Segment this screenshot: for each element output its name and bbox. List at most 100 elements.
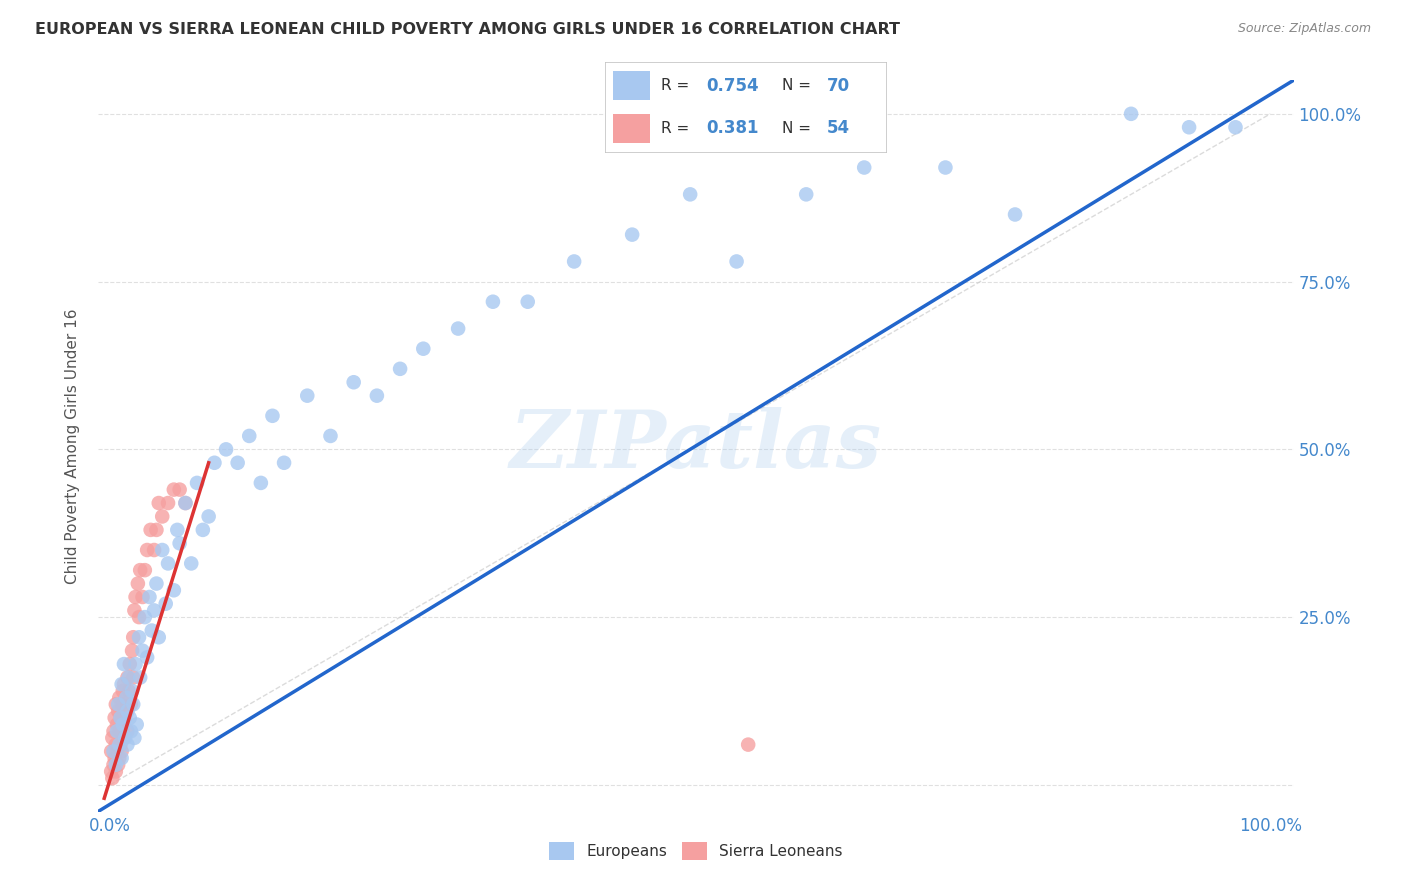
Point [134,563,156,577]
Point [139,523,162,537]
Text: 0.754: 0.754 [706,77,758,95]
Point [120,724,142,739]
Point [129,671,152,685]
Point [412,342,434,356]
Point [145,576,167,591]
Point [103,744,125,758]
Point [447,321,470,335]
Point [114,731,136,745]
Point [111,684,134,698]
Point [562,254,585,268]
Point [124,590,146,604]
Point [343,376,366,390]
Point [122,671,145,685]
Point [250,475,273,490]
Point [141,624,163,638]
Point [111,724,134,739]
Y-axis label: Child Poverty Among Girls Under 16: Child Poverty Among Girls Under 16 [65,309,80,583]
Point [148,496,170,510]
Point [366,389,388,403]
Point [112,731,135,745]
Text: 70: 70 [827,77,849,95]
Point [180,557,202,571]
Point [737,738,759,752]
Point [169,536,191,550]
Text: N =: N = [782,78,811,93]
Point [238,429,260,443]
Point [174,496,197,510]
Point [104,751,127,765]
Point [1225,120,1247,135]
Point [121,643,143,657]
Point [101,731,124,745]
Point [1119,107,1142,121]
Point [111,698,134,712]
Point [111,751,134,765]
Point [110,711,132,725]
Point [186,475,208,490]
Point [101,771,124,785]
Point [482,294,505,309]
Text: N =: N = [782,121,811,136]
Text: ZIPatlas: ZIPatlas [510,408,882,484]
Text: Source: ZipAtlas.com: Source: ZipAtlas.com [1237,22,1371,36]
Point [853,161,876,175]
Point [197,509,219,524]
Point [174,496,197,510]
Point [319,429,342,443]
Point [725,254,748,268]
Text: R =: R = [661,121,689,136]
Point [150,509,173,524]
Point [1004,207,1026,221]
Point [108,690,131,705]
Point [122,698,145,712]
Point [100,764,122,779]
Point [166,523,188,537]
Point [115,690,138,705]
Point [105,724,128,739]
Point [145,523,167,537]
Point [150,543,173,558]
Point [131,590,153,604]
Point [100,744,122,758]
Point [103,724,125,739]
Point [129,563,152,577]
Point [117,724,139,739]
Point [117,738,139,752]
Point [122,630,145,644]
Point [138,590,160,604]
Point [934,161,956,175]
Point [117,671,139,685]
Text: 0.381: 0.381 [706,120,758,137]
Text: R =: R = [661,78,689,93]
Point [104,757,127,772]
Point [110,711,132,725]
Point [105,744,128,758]
Text: 54: 54 [827,120,849,137]
Point [163,583,186,598]
Point [157,496,180,510]
Point [273,456,295,470]
Point [389,361,412,376]
Point [169,483,191,497]
Point [117,684,139,698]
Point [128,630,150,644]
Point [124,731,146,745]
Point [108,724,131,739]
Point [118,657,141,671]
Point [104,764,127,779]
Point [107,704,129,718]
Point [163,483,186,497]
Point [114,711,136,725]
Point [262,409,284,423]
Point [215,442,238,457]
Point [157,557,180,571]
Point [117,704,139,718]
Point [226,456,249,470]
Point [128,610,150,624]
Point [117,671,139,685]
Point [111,677,134,691]
Point [148,630,170,644]
Point [127,576,149,591]
Point [108,738,131,752]
